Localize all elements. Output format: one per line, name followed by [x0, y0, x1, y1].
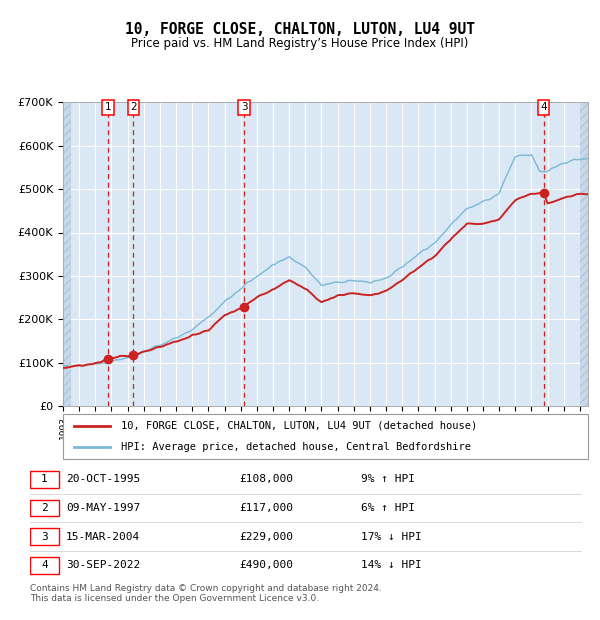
Text: 30-SEP-2022: 30-SEP-2022: [66, 560, 140, 570]
Text: £490,000: £490,000: [240, 560, 294, 570]
FancyBboxPatch shape: [63, 414, 588, 459]
Text: HPI: Average price, detached house, Central Bedfordshire: HPI: Average price, detached house, Cent…: [121, 442, 471, 452]
Text: 09-MAY-1997: 09-MAY-1997: [66, 503, 140, 513]
FancyBboxPatch shape: [30, 500, 59, 516]
Text: 3: 3: [241, 102, 247, 112]
Text: Contains HM Land Registry data © Crown copyright and database right 2024.
This d: Contains HM Land Registry data © Crown c…: [30, 584, 382, 603]
Text: 2: 2: [41, 503, 48, 513]
Text: £117,000: £117,000: [240, 503, 294, 513]
Text: 14% ↓ HPI: 14% ↓ HPI: [361, 560, 422, 570]
Text: 4: 4: [41, 560, 48, 570]
Text: 9% ↑ HPI: 9% ↑ HPI: [361, 474, 415, 484]
Text: 6% ↑ HPI: 6% ↑ HPI: [361, 503, 415, 513]
Text: 2: 2: [130, 102, 137, 112]
FancyBboxPatch shape: [30, 557, 59, 574]
Text: 1: 1: [41, 474, 48, 484]
Text: 10, FORGE CLOSE, CHALTON, LUTON, LU4 9UT: 10, FORGE CLOSE, CHALTON, LUTON, LU4 9UT: [125, 22, 475, 37]
Text: 3: 3: [41, 532, 48, 542]
Text: 15-MAR-2004: 15-MAR-2004: [66, 532, 140, 542]
Text: 1: 1: [105, 102, 112, 112]
Text: 17% ↓ HPI: 17% ↓ HPI: [361, 532, 422, 542]
Text: £108,000: £108,000: [240, 474, 294, 484]
Text: 4: 4: [540, 102, 547, 112]
Text: £229,000: £229,000: [240, 532, 294, 542]
Text: 10, FORGE CLOSE, CHALTON, LUTON, LU4 9UT (detached house): 10, FORGE CLOSE, CHALTON, LUTON, LU4 9UT…: [121, 421, 477, 431]
Text: 20-OCT-1995: 20-OCT-1995: [66, 474, 140, 484]
FancyBboxPatch shape: [30, 471, 59, 488]
FancyBboxPatch shape: [30, 528, 59, 545]
Text: Price paid vs. HM Land Registry’s House Price Index (HPI): Price paid vs. HM Land Registry’s House …: [131, 37, 469, 50]
